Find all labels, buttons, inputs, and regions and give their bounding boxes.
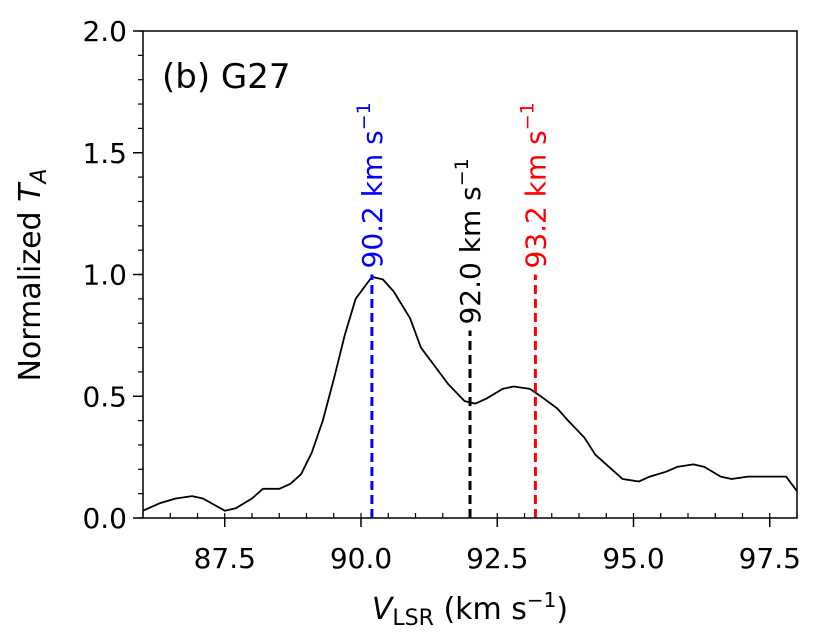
y-tick-label: 0.0	[82, 502, 127, 535]
velocity-marker-exponent: −1	[353, 102, 375, 130]
velocity-marker-label: 90.2 km s−1	[353, 102, 389, 268]
x-axis-unit: (km s	[434, 592, 527, 627]
y-axis-symbol: T	[13, 181, 48, 202]
marker-layer: 90.2 km s−192.0 km s−1 93.2 km s−1	[353, 102, 552, 518]
x-tick-label: 90.0	[330, 542, 392, 575]
y-tick-label: 1.5	[82, 137, 127, 170]
y-axis-title: Normalized TA	[13, 168, 52, 381]
x-axis-unit-exponent: −1	[527, 588, 556, 612]
velocity-marker-exponent: −1	[516, 102, 538, 130]
y-tick-label: 0.5	[82, 380, 127, 413]
velocity-marker-exponent: −1	[451, 158, 473, 186]
x-axis-symbol: V	[372, 592, 395, 627]
y-axis-subscript: A	[27, 168, 52, 185]
x-tick-label: 97.5	[739, 542, 801, 575]
velocity-marker-value: 93.2 km s	[519, 130, 552, 268]
velocity-marker-label: 92.0 km s−1	[451, 158, 487, 324]
panel-label: (b) G27	[162, 57, 291, 97]
plot-frame	[142, 30, 798, 519]
y-tick-label: 1.0	[82, 259, 127, 292]
x-tick-label: 95.0	[602, 542, 664, 575]
x-axis-unit-close: )	[556, 592, 568, 627]
x-tick-label: 92.5	[466, 542, 528, 575]
velocity-marker-value: 90.2 km s	[356, 130, 389, 268]
y-tick-label: 2.0	[82, 15, 127, 48]
x-axis-subscript: LSR	[392, 606, 434, 631]
x-axis-title: VLSR (km s−1)	[372, 588, 568, 631]
velocity-marker-value: 92.0 km s	[454, 186, 487, 324]
y-axis-prefix: Normalized	[13, 202, 48, 382]
x-tick-label: 87.5	[194, 542, 256, 575]
velocity-marker-label: 93.2 km s−1	[516, 102, 552, 268]
ticks-layer: 87.5 90.0 92.5 95.0 97.5 0.0 0.5 1.0 1.5 2.0	[82, 15, 800, 575]
